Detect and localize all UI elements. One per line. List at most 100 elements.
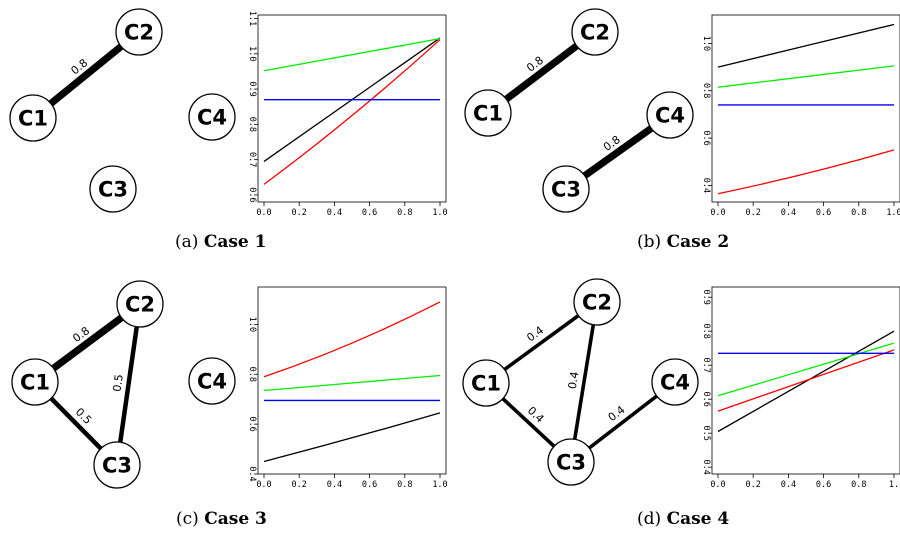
y-tick-label: 0.4 (701, 460, 711, 475)
line-chart-a: 0.0 0.2 0.4 0.6 0.8 1.0 0.6 0.7 0.8 0.9 1.0 1.1 (247, 11, 448, 218)
y-tick-label: 0.6 (247, 187, 257, 202)
line-chart-b: 0.0 0.2 0.4 0.6 0.8 1.0 0.4 0.6 0.8 1.0 (701, 14, 900, 218)
x-tick-label: 0.0 (710, 480, 725, 490)
caption-case: Case 1 (204, 232, 267, 252)
x-tick-label: 1.0 (432, 480, 447, 490)
svg-text:C2: C2 (125, 293, 155, 317)
x-tick-label: 0.6 (362, 208, 377, 218)
y-tick-label: 0.4 (701, 178, 711, 193)
caption-3: (c) Case 3 (176, 509, 267, 529)
svg-text:C1: C1 (471, 372, 501, 396)
svg-text:C2: C2 (582, 291, 612, 315)
y-tick-label: 1.1 (247, 11, 257, 26)
node-c1: C1 (464, 89, 512, 137)
plot-frame (257, 14, 447, 203)
x-tick-label: 0.6 (816, 480, 831, 490)
plot-frame (257, 286, 447, 475)
y-tick-label: 0.9 (247, 81, 257, 96)
x-tick-label: 0.4 (327, 208, 342, 218)
plot-frame (711, 14, 900, 203)
svg-text:C4: C4 (660, 371, 690, 395)
y-tick-label: 0.8 (247, 367, 257, 382)
x-tick-label: 0.6 (816, 208, 831, 218)
y-tick-label: 0.6 (701, 392, 711, 407)
caption-4: (d) Case 4 (637, 509, 729, 529)
node-c4: C4 (651, 358, 699, 406)
svg-text:C3: C3 (556, 451, 586, 475)
svg-text:C3: C3 (102, 454, 132, 478)
node-c1: C1 (462, 359, 510, 407)
series-line-1 (717, 23, 895, 68)
x-tick-label: 0.8 (397, 480, 412, 490)
x-tick-label: 0.2 (746, 208, 761, 218)
edge-c2-c3 (114, 303, 143, 466)
x-tick-label: 0.6 (362, 480, 377, 490)
svg-text:C4: C4 (197, 370, 227, 394)
y-tick-label: 1.0 (247, 317, 257, 332)
y-tick-label: 0.7 (247, 152, 257, 167)
node-c3: C3 (547, 438, 595, 486)
caption-case: Case 2 (667, 232, 730, 252)
x-tick-label: 0.4 (327, 480, 342, 490)
y-tick-label: 0.4 (247, 466, 257, 481)
node-c4: C4 (188, 93, 236, 141)
y-tick-label: 0.8 (701, 83, 711, 98)
y-tick-label: 1.0 (247, 46, 257, 61)
node-c4: C4 (188, 357, 236, 405)
series-line-2 (263, 39, 441, 185)
node-c2: C2 (115, 8, 163, 56)
caption-prefix: (b) (637, 232, 667, 252)
node-c3: C3 (89, 165, 137, 213)
svg-text:C3: C3 (551, 178, 581, 202)
node-c2: C2 (571, 8, 619, 56)
node-c2: C2 (573, 278, 621, 326)
node-c1: C1 (9, 94, 57, 142)
x-tick-label: 0.8 (397, 208, 412, 218)
series-line-3 (263, 37, 441, 72)
svg-text:C1: C1 (20, 371, 50, 395)
svg-text:C4: C4 (197, 106, 227, 130)
edge-c2-c3 (569, 301, 599, 463)
caption-prefix: (d) (637, 509, 667, 529)
x-tick-label: 0.0 (256, 480, 271, 490)
node-c3: C3 (93, 441, 141, 489)
series-line-2 (263, 374, 441, 392)
x-tick-label: 0.4 (781, 480, 796, 490)
series-line-2 (717, 65, 895, 88)
y-tick-label: 0.7 (701, 358, 711, 373)
caption-prefix: (c) (176, 509, 204, 529)
series-line-1 (717, 330, 895, 433)
svg-text:C1: C1 (473, 102, 503, 126)
svg-text:C2: C2 (124, 21, 154, 45)
node-c1: C1 (11, 358, 59, 406)
x-tick-label: 0.0 (710, 208, 725, 218)
x-tick-label: 0.8 (851, 480, 866, 490)
y-tick-label: 0.9 (701, 290, 711, 305)
x-tick-label: 1. (889, 480, 899, 490)
x-tick-label: 1.0 (886, 208, 900, 218)
caption-2: (b) Case 2 (637, 232, 729, 252)
plot-frame (711, 286, 900, 475)
x-tick-label: 0.4 (781, 208, 796, 218)
y-tick-label: 0.8 (247, 117, 257, 132)
x-tick-label: 0.2 (292, 480, 307, 490)
caption-prefix: (a) (175, 232, 204, 252)
series-line-4 (263, 412, 441, 463)
x-tick-label: 0.0 (256, 208, 271, 218)
x-tick-label: 0.2 (746, 480, 761, 490)
x-tick-label: 0.8 (851, 208, 866, 218)
node-c3: C3 (542, 165, 590, 213)
y-tick-label: 0.8 (701, 324, 711, 339)
series-line-1 (263, 301, 441, 378)
edge-weight-label: 0.5 (110, 373, 125, 392)
svg-text:C1: C1 (18, 107, 48, 131)
svg-text:C3: C3 (98, 178, 128, 202)
x-tick-label: 1.0 (432, 208, 447, 218)
series-line-4 (717, 149, 895, 195)
series-line-3 (717, 349, 895, 412)
